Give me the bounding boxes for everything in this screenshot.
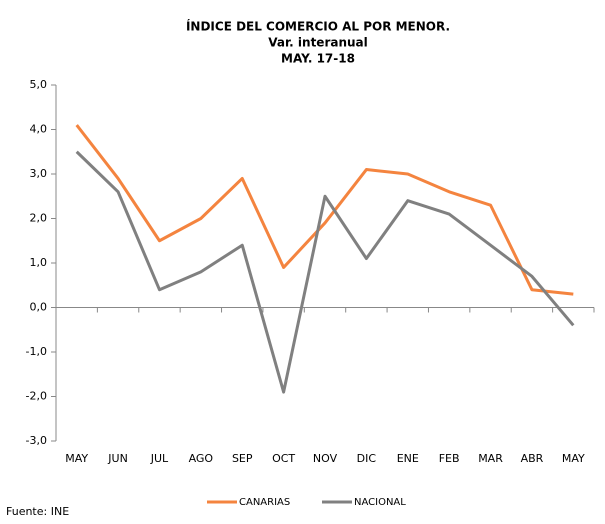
chart-title: ÍNDICE DEL COMERCIO AL POR MENOR. — [186, 19, 450, 34]
line-series — [75, 124, 574, 296]
x-tick-label: NOV — [313, 452, 338, 465]
y-tick-label: -2,0 — [26, 390, 47, 403]
line-series — [75, 150, 575, 394]
x-tick-label: JUN — [107, 452, 128, 465]
chart-period: MAY. 17-18 — [281, 52, 355, 66]
y-tick-label: 2,0 — [30, 212, 48, 225]
x-tick-label: MAR — [478, 452, 503, 465]
x-tick-label: MAY — [65, 452, 88, 465]
x-tick-label: JUL — [150, 452, 169, 465]
x-tick-label: ENE — [397, 452, 419, 465]
legend-label: CANARIAS — [239, 497, 290, 508]
x-tick-label: AGO — [189, 452, 214, 465]
x-tick-label: FEB — [439, 452, 460, 465]
y-tick-label: 4,0 — [30, 123, 48, 136]
x-tick-label: ABR — [521, 452, 544, 465]
x-tick-label: SEP — [232, 452, 253, 465]
y-tick-label: -1,0 — [26, 345, 47, 358]
x-tick-label: MAY — [562, 452, 585, 465]
legend-label: NACIONAL — [354, 497, 406, 508]
y-tick-label: 5,0 — [30, 78, 48, 91]
x-tick-label: OCT — [272, 452, 295, 465]
source: Fuente: INE — [6, 505, 69, 518]
y-tick-label: 3,0 — [30, 167, 48, 180]
y-tick-label: 1,0 — [30, 256, 48, 269]
y-tick-label: 0,0 — [30, 301, 48, 314]
x-tick-label: DIC — [357, 452, 377, 465]
y-tick-label: -3,0 — [26, 434, 47, 447]
chart-subtitle: Var. interanual — [268, 36, 368, 50]
